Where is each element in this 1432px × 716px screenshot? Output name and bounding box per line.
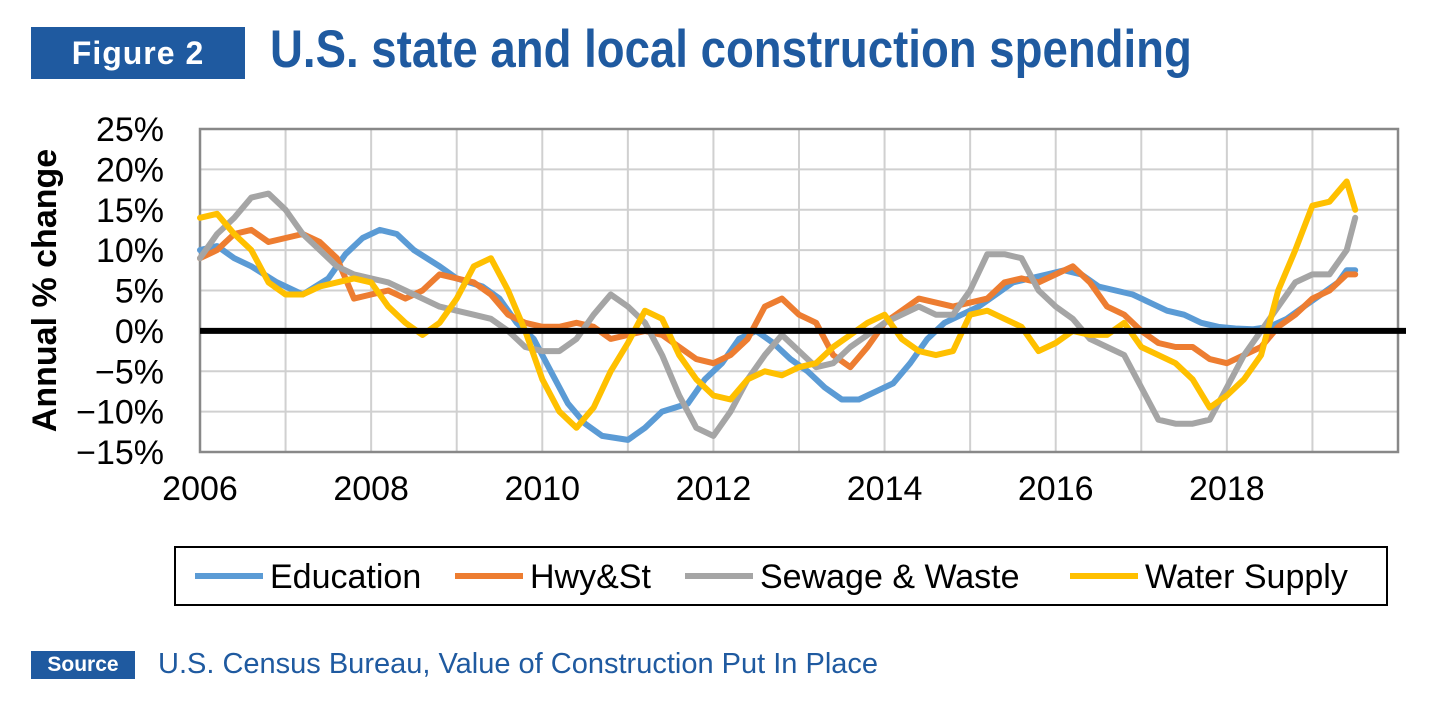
legend-label: Hwy&St (530, 558, 651, 596)
legend-label: Sewage & Waste (760, 558, 1020, 596)
series-line-1 (197, 226, 1359, 371)
x-tick-label: 2018 (1189, 470, 1265, 508)
x-tick-label: 2008 (333, 470, 409, 508)
source-text: U.S. Census Bureau, Value of Constructio… (158, 648, 879, 680)
y-tick-label: −5% (95, 353, 164, 391)
chart-title: U.S. state and local construction spendi… (270, 20, 1192, 79)
x-tick-label: 2016 (1018, 470, 1094, 508)
line-chart: −15%−10%−5%0%5%10%15%20%25% 2006 2008 2010 2… (26, 111, 1406, 606)
y-tick-label: 25% (96, 111, 164, 149)
y-tick-label: 0% (115, 313, 164, 351)
series-line-3 (197, 178, 1359, 431)
y-tick-label: −15% (76, 434, 164, 472)
legend-label: Education (270, 558, 421, 596)
x-tick-label: 2006 (162, 470, 238, 508)
series-line-2 (197, 190, 1359, 439)
legend-box (174, 546, 1388, 606)
y-tick-label: 15% (96, 192, 164, 230)
legend-label: Water Supply (1145, 558, 1348, 596)
y-axis-title: Annual % change (26, 149, 64, 432)
y-tick-label: 20% (96, 151, 164, 189)
y-tick-label: −10% (76, 394, 164, 432)
x-tick-label: 2012 (676, 470, 752, 508)
series-line-0 (197, 226, 1359, 443)
x-tick-label: 2014 (847, 470, 923, 508)
figure-label: Figure 2 (31, 27, 245, 79)
y-tick-label: 10% (96, 232, 164, 270)
y-tick-label: 5% (115, 273, 164, 311)
source-label: Source (31, 651, 135, 679)
plot-frame (198, 127, 1400, 454)
x-tick-label: 2010 (504, 470, 580, 508)
